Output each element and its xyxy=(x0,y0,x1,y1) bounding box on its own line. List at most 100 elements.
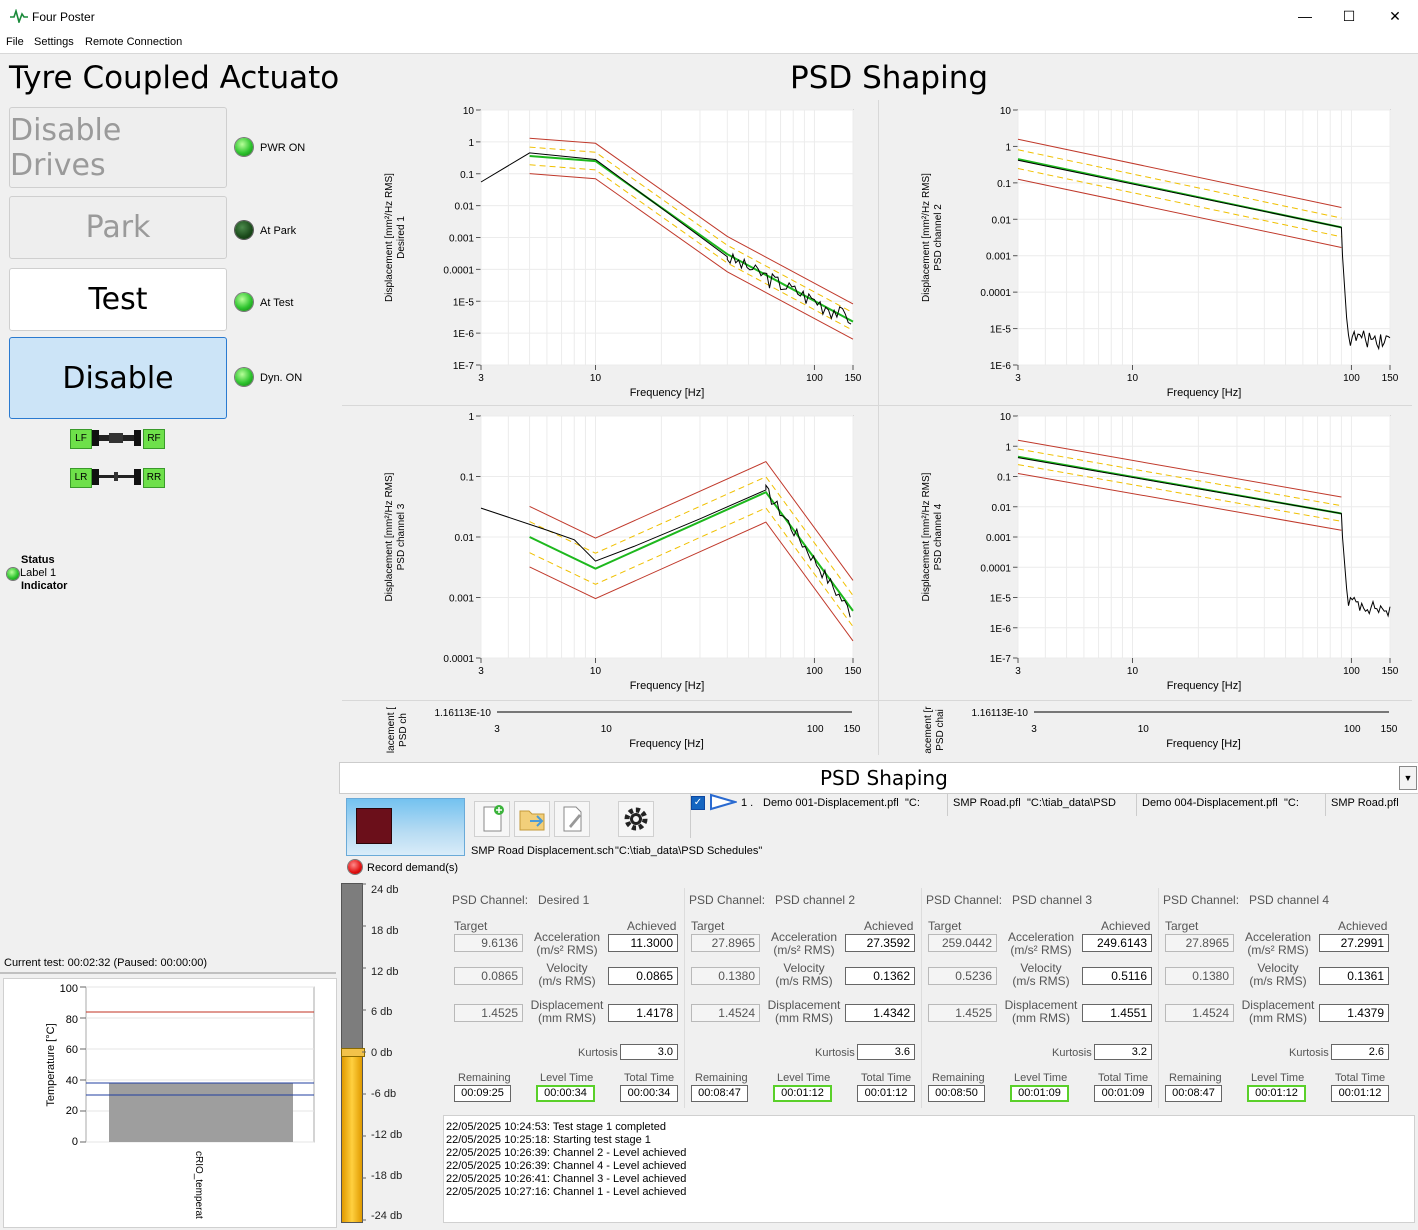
channel-panel-3 xyxy=(922,888,1154,1108)
y-tick-label: 0.01 xyxy=(992,503,1012,514)
y-axis-sublabel: PSD channel 2 xyxy=(933,204,944,271)
run-stop-button[interactable] xyxy=(346,798,465,856)
level-label: -18 db xyxy=(371,1169,403,1182)
achieved-header: Achieved xyxy=(1338,919,1388,933)
kurtosis-value-4: 2.6 xyxy=(1331,1044,1389,1060)
x-tick-label: 3 xyxy=(1015,373,1021,384)
x-tick-label: 150 xyxy=(1382,373,1399,384)
channel-panel-2 xyxy=(685,888,917,1108)
y-axis-label: Displacement [mm²/Hz RMS] xyxy=(384,173,395,302)
velocity-label: Velocity (m/s RMS) xyxy=(1249,961,1307,988)
schedule-file: SMP Road Displacement.sch xyxy=(471,845,614,857)
park-button[interactable]: Park xyxy=(9,196,227,259)
new-schedule-button[interactable] xyxy=(474,801,510,837)
menu-file[interactable]: File xyxy=(6,36,24,48)
level-label: 24 db xyxy=(371,884,399,896)
rr-corner[interactable]: RR xyxy=(143,468,165,488)
kurtosis-label: Kurtosis xyxy=(578,1047,618,1059)
mini-y-tick-label: 1.16113E-10 xyxy=(971,708,1028,719)
channel-name-3: PSD channel 3 xyxy=(1012,893,1093,907)
status-line3: Indicator xyxy=(21,580,68,592)
y-tick-label: 1 xyxy=(468,412,474,423)
at-test-label: At Test xyxy=(260,297,294,309)
lf-corner[interactable]: LF xyxy=(70,429,92,449)
at-park-label: At Park xyxy=(260,225,297,237)
new-file-icon xyxy=(483,805,504,832)
disp-achieved-1: 1.4178 xyxy=(608,1004,678,1022)
acc-achieved-4: 27.2991 xyxy=(1319,934,1389,952)
menu-settings[interactable]: Settings xyxy=(34,36,74,48)
temp-xlabel: cRIO_temperat xyxy=(193,1151,204,1219)
mini-x-tick-label: 100 xyxy=(807,724,824,735)
pwr-on-led xyxy=(235,138,253,156)
schedule-row-file2[interactable]: SMP Road.pfl xyxy=(953,797,1021,809)
total-time-label: Total Time xyxy=(1335,1072,1386,1084)
temp-ytick-60: 60 xyxy=(66,1044,78,1056)
mini-psd-plot-2: 1.16113E-103 10 100 150 Frequency [Hz] acemen… xyxy=(923,706,1398,754)
temp-ytick-0: 0 xyxy=(72,1136,78,1148)
y-tick-label: 1 xyxy=(468,138,474,149)
test-button[interactable]: Test xyxy=(9,268,227,331)
tolerance-line xyxy=(1017,168,1342,238)
tolerance-line xyxy=(529,137,854,305)
section-dropdown-button[interactable]: ▼ xyxy=(1399,766,1417,790)
kurtosis-label: Kurtosis xyxy=(1289,1047,1329,1059)
mini-y-axis-sublabel: PSD chai xyxy=(935,709,946,751)
close-button[interactable]: ✕ xyxy=(1389,7,1401,24)
x-tick-label: 3 xyxy=(478,373,484,384)
col-divider xyxy=(1325,794,1326,816)
x-tick-label: 100 xyxy=(1343,666,1360,677)
kurtosis-value-2: 3.6 xyxy=(857,1044,915,1060)
channel-name-4: PSD channel 4 xyxy=(1249,893,1330,907)
col-divider xyxy=(1136,794,1137,816)
x-axis-label: Frequency [Hz] xyxy=(1167,387,1242,399)
window-title: Four Poster xyxy=(32,10,95,24)
remaining-label: Remaining xyxy=(932,1072,985,1084)
menu-remote-connection[interactable]: Remote Connection xyxy=(85,36,183,48)
temperature-chart: 100 80 60 40 20 0 Temperature [°C] cRIO_… xyxy=(3,978,337,1228)
mini-y-axis-label: lacement [ xyxy=(386,707,397,753)
settings-button[interactable] xyxy=(618,801,654,837)
y-tick-label: 1 xyxy=(1005,442,1011,453)
measured-psd-line xyxy=(1017,457,1391,618)
y-tick-label: 1E-6 xyxy=(453,329,475,340)
log-line: 22/05/2025 10:25:18: Starting test stage… xyxy=(446,1134,651,1146)
velocity-label: Velocity (m/s RMS) xyxy=(538,961,596,988)
tolerance-line xyxy=(1017,149,1342,219)
disable-button[interactable]: Disable xyxy=(9,337,227,419)
mini-x-tick-label: 100 xyxy=(1344,724,1361,735)
lr-corner[interactable]: LR xyxy=(70,468,92,488)
psd-section-title: PSD Shaping xyxy=(820,766,948,790)
level-slider-track[interactable] xyxy=(341,883,365,1223)
schedule-row-file4[interactable]: SMP Road.pfl xyxy=(1331,797,1399,809)
schedule-row-checkbox[interactable]: ✓ xyxy=(691,796,705,810)
minimize-button[interactable]: — xyxy=(1298,8,1312,24)
log-line: 22/05/2025 10:26:39: Channel 2 - Level a… xyxy=(446,1147,687,1159)
channel-divider xyxy=(1158,888,1159,1108)
vel-achieved-3: 0.5116 xyxy=(1082,967,1152,985)
x-tick-label: 10 xyxy=(1127,373,1139,384)
remaining-value-1: 00:09:25 xyxy=(454,1085,511,1102)
channel-header-label: PSD Channel: xyxy=(452,893,529,907)
disable-drives-button[interactable]: Disable Drives xyxy=(9,107,227,188)
mini-x-tick-label: 150 xyxy=(1381,724,1398,735)
edit-schedule-button[interactable] xyxy=(554,801,590,837)
left-title: Tyre Coupled Actuators xyxy=(9,60,369,96)
y-tick-label: 0.001 xyxy=(449,234,474,245)
y-tick-label: 10 xyxy=(1000,106,1012,117)
at-test-led xyxy=(235,293,253,311)
menu-bar: File Settings Remote Connection xyxy=(0,33,1418,54)
plot-area xyxy=(1017,109,1391,366)
divider xyxy=(0,972,336,974)
record-led[interactable] xyxy=(348,860,362,874)
tolerance-line xyxy=(1017,138,1342,208)
maximize-button[interactable]: ☐ xyxy=(1342,7,1356,24)
plots-h-divider2 xyxy=(342,700,1412,701)
remaining-label: Remaining xyxy=(1169,1072,1222,1084)
schedule-row-file1[interactable]: Demo 001-Displacement.pfl xyxy=(763,797,899,809)
schedule-row-file3[interactable]: Demo 004-Displacement.pfl xyxy=(1142,797,1278,809)
open-schedule-button[interactable] xyxy=(514,801,550,837)
rf-corner[interactable]: RF xyxy=(143,429,165,449)
mini-x-tick-label: 10 xyxy=(601,724,613,735)
